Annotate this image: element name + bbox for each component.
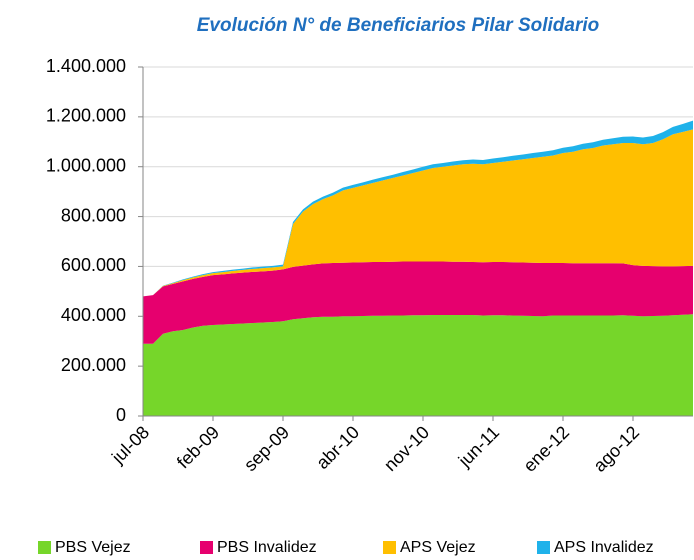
y-tick-label: 1.200.000 [46, 106, 126, 126]
legend-label: PBS Vejez [55, 539, 131, 556]
x-tick-label: nov-10 [380, 422, 433, 475]
y-tick-label: 400.000 [61, 305, 126, 325]
legend-label: APS Vejez [400, 539, 476, 556]
x-tick-label: abr-10 [312, 422, 363, 473]
legend-swatch [38, 541, 51, 554]
y-tick-label: 0 [116, 405, 126, 425]
legend-label: APS Invalidez [554, 539, 654, 556]
chart-title: Evolución N° de Beneficiarios Pilar Soli… [197, 15, 599, 36]
area [143, 120, 693, 297]
legend-swatch [200, 541, 213, 554]
x-tick-label: jul-08 [107, 422, 153, 468]
x-tick-label: jun-11 [454, 422, 503, 471]
x-tick-label: ene-12 [519, 422, 573, 476]
y-tick-label: 600.000 [61, 255, 126, 275]
area [143, 314, 693, 416]
x-tick-label: feb-09 [173, 422, 223, 472]
x-tick-label: sep-09 [240, 422, 293, 475]
area [143, 261, 693, 344]
x-tick-label: ago-12 [589, 422, 643, 476]
legend-swatch [537, 541, 550, 554]
y-tick-label: 200.000 [61, 355, 126, 375]
y-tick-label: 1.000.000 [46, 155, 126, 175]
legend-label: PBS Invalidez [217, 539, 317, 556]
y-tick-label: 800.000 [61, 205, 126, 225]
y-tick-label: 1.400.000 [46, 56, 126, 76]
legend-swatch [383, 541, 396, 554]
area [143, 129, 693, 297]
